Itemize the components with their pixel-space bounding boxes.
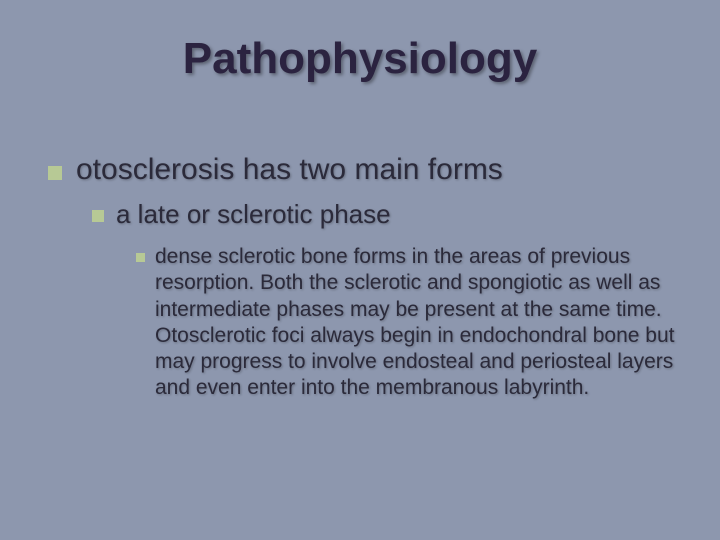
bullet-level-1: otosclerosis has two main forms a late o…: [48, 153, 680, 402]
slide-title: Pathophysiology: [0, 34, 720, 84]
level1-text: otosclerosis has two main forms: [76, 153, 680, 187]
slide: Pathophysiology otosclerosis has two mai…: [0, 0, 720, 540]
bullet-level-3: dense sclerotic bone forms in the areas …: [136, 244, 680, 402]
square-bullet-icon: [136, 253, 145, 262]
level3-text: dense sclerotic bone forms in the areas …: [155, 244, 680, 402]
level2-text: a late or sclerotic phase: [116, 199, 680, 230]
list-item: otosclerosis has two main forms: [48, 153, 680, 187]
square-bullet-icon: [92, 210, 104, 222]
square-bullet-icon: [48, 166, 62, 180]
bullet-level-2: a late or sclerotic phase dense scleroti…: [92, 199, 680, 402]
list-item: a late or sclerotic phase: [92, 199, 680, 230]
list-item: dense sclerotic bone forms in the areas …: [136, 244, 680, 402]
